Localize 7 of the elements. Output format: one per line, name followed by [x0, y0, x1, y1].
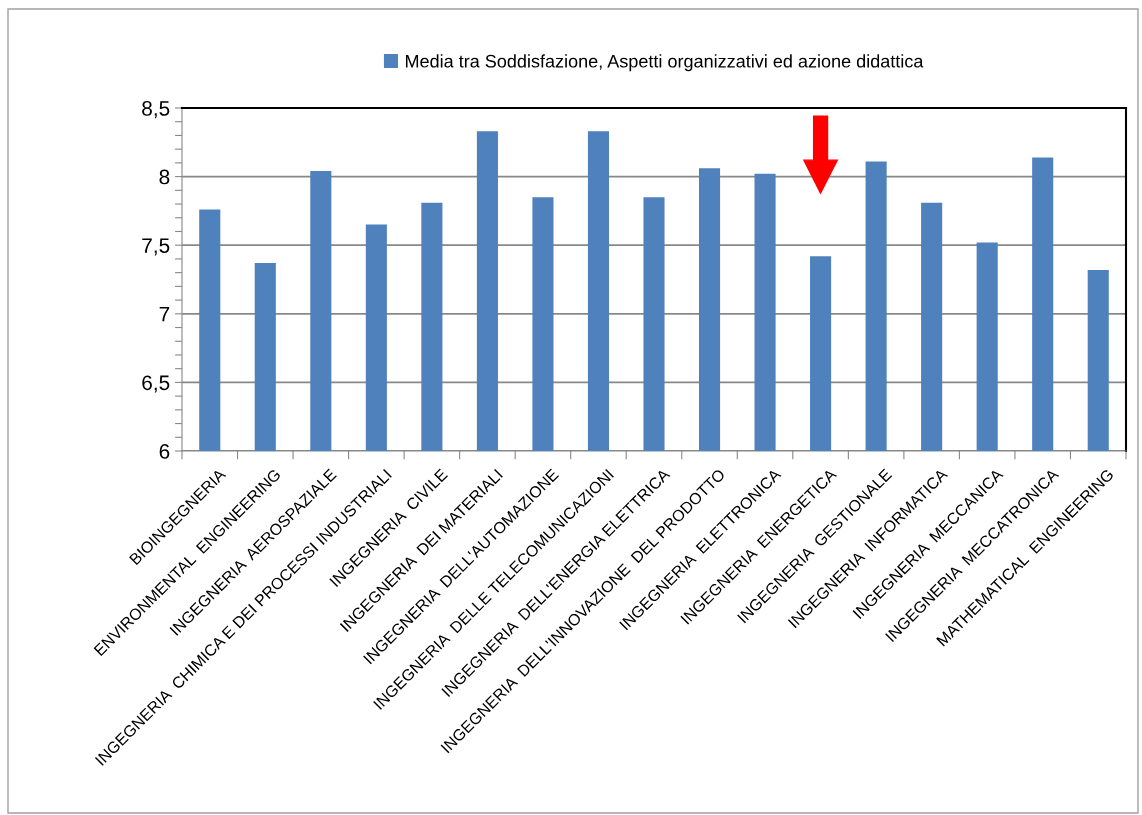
y-tick-label: 8,5 — [142, 101, 170, 119]
y-tick-label: 7,5 — [142, 238, 170, 256]
legend-label: Media tra Soddisfazione, Aspetti organizzativi ed azione didattica — [405, 54, 924, 72]
y-tick-label: 6 — [159, 444, 170, 459]
y-tick-label: 7 — [159, 307, 170, 322]
y-tick-label: 8 — [159, 169, 170, 185]
y-tick-label: 6,5 — [142, 375, 170, 393]
